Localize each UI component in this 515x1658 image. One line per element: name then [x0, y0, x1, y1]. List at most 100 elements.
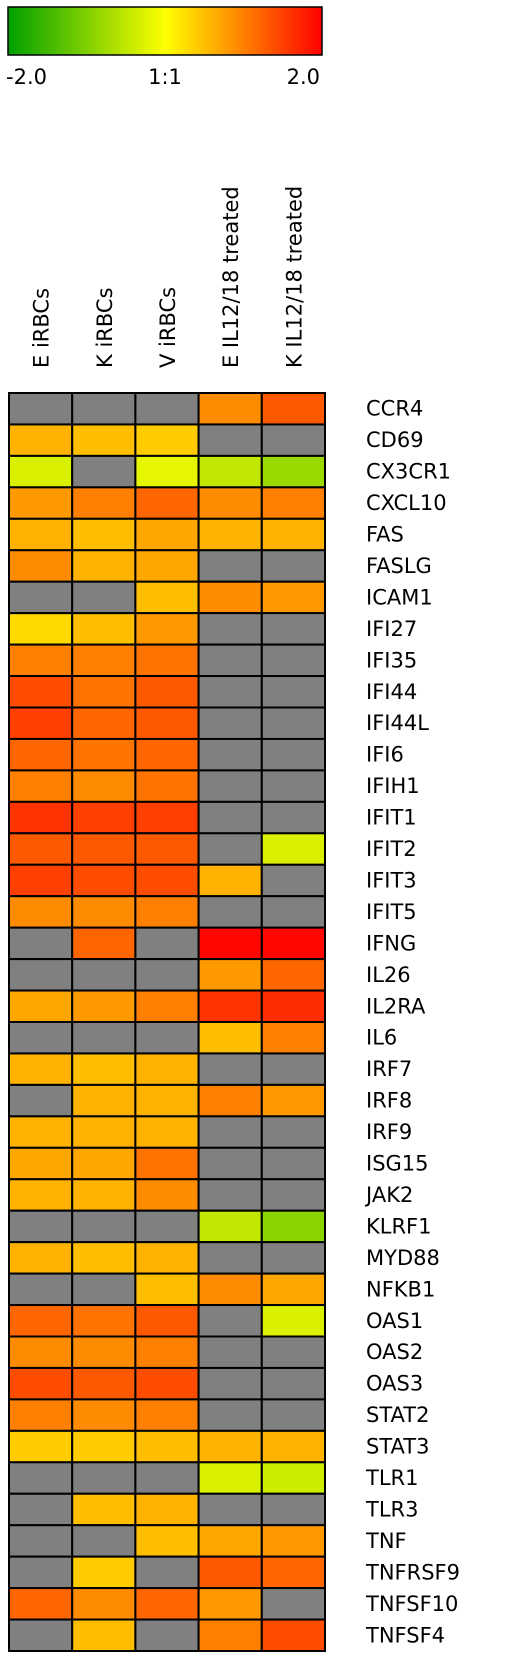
- heatmap-cell: [8, 454, 74, 489]
- heatmap-cell: [197, 1555, 263, 1590]
- heatmap-cell: [197, 958, 263, 992]
- heatmap-cell: [134, 769, 200, 803]
- heatmap-cell: [260, 1335, 326, 1369]
- heatmap-cell: [197, 549, 263, 583]
- row-label: IL26: [366, 963, 411, 987]
- heatmap-cell: [8, 517, 74, 552]
- heatmap-cell: [8, 1083, 74, 1118]
- heatmap-cell: [197, 1398, 263, 1432]
- row-label: IRF8: [366, 1089, 412, 1113]
- row-label: OAS3: [366, 1372, 423, 1396]
- heatmap-cell: [260, 863, 326, 898]
- heatmap-cell: [134, 1083, 200, 1118]
- heatmap-cell: [260, 1398, 326, 1432]
- heatmap-cell: [8, 1524, 74, 1558]
- heatmap-cell: [8, 1178, 74, 1212]
- heatmap-cell: [71, 1021, 137, 1055]
- heatmap-cell: [134, 549, 200, 583]
- heatmap-cell: [8, 1429, 74, 1464]
- heatmap-cell: [197, 863, 263, 898]
- heatmap-cell: [197, 737, 263, 772]
- heatmap-cell: [197, 1492, 263, 1527]
- heatmap-cell: [8, 737, 74, 772]
- row-label: IL2RA: [366, 994, 426, 1018]
- heatmap-cell: [260, 517, 326, 552]
- heatmap-cell: [134, 675, 200, 709]
- heatmap-cell: [260, 1115, 326, 1149]
- heatmap-cell: [71, 1272, 137, 1307]
- heatmap-cell: [134, 1524, 200, 1558]
- heatmap-cell: [197, 1304, 263, 1338]
- heatmap-cell: [71, 643, 137, 678]
- heatmap-cell: [134, 392, 200, 426]
- heatmap-cell: [8, 1115, 74, 1149]
- heatmap-cell: [134, 580, 200, 615]
- row-label: TNFSF4: [365, 1623, 445, 1647]
- heatmap-cell: [260, 958, 326, 992]
- heatmap-cell: [71, 706, 137, 740]
- row-label: CXCL10: [366, 491, 447, 515]
- heatmap-cell: [260, 1021, 326, 1055]
- heatmap-cell: [197, 1115, 263, 1149]
- heatmap-cell: [71, 1461, 137, 1495]
- row-label: IFIT5: [366, 900, 417, 924]
- heatmap-cell: [71, 989, 137, 1023]
- heatmap-cell: [71, 800, 137, 835]
- heatmap-cell: [134, 800, 200, 835]
- heatmap-cell: [134, 1272, 200, 1307]
- heatmap-cell: [134, 423, 200, 457]
- heatmap-cell: [197, 1083, 263, 1118]
- heatmap-cell: [197, 1209, 263, 1244]
- heatmap-cell: [134, 1555, 200, 1590]
- heatmap-cell: [71, 1178, 137, 1212]
- heatmap-cell: [8, 706, 74, 740]
- heatmap-cell: [134, 1335, 200, 1369]
- heatmap-cell: [8, 1241, 74, 1275]
- heatmap-cell: [134, 1429, 200, 1464]
- heatmap-cell: [8, 1366, 74, 1401]
- row-label: CD69: [366, 428, 424, 452]
- heatmap-cell: [260, 706, 326, 740]
- heatmap-cell: [197, 895, 263, 929]
- heatmap-cell: [8, 1052, 74, 1086]
- heatmap-cell: [260, 1366, 326, 1401]
- heatmap-cell: [134, 517, 200, 552]
- heatmap-cell: [197, 1178, 263, 1212]
- heatmap-cell: [134, 926, 200, 961]
- heatmap-cell: [8, 423, 74, 457]
- row-label: CCR4: [366, 397, 423, 421]
- row-label: IFI6: [366, 743, 404, 767]
- row-label: IRF7: [366, 1057, 412, 1081]
- heatmap-cell: [71, 1115, 137, 1149]
- heatmap-cell: [260, 1052, 326, 1086]
- heatmap-cell: [197, 612, 263, 646]
- heatmap-cell: [8, 580, 74, 615]
- heatmap-cell: [197, 423, 263, 457]
- column-labels: E iRBCs K iRBCs V iRBCs E IL12/18 treated K …: [30, 186, 307, 368]
- heatmap-cell: [134, 486, 200, 520]
- column-label: E IL12/18 treated: [219, 186, 243, 368]
- heatmap-cell: [134, 1587, 200, 1621]
- heatmap-cell: [197, 1618, 263, 1653]
- heatmap-cell: [134, 958, 200, 992]
- heatmap-cell: [8, 1335, 74, 1369]
- heatmap-cell: [71, 454, 137, 489]
- heatmap-cell: [71, 737, 137, 772]
- heatmap-cell: [134, 1146, 200, 1181]
- heatmap-cell: [260, 989, 326, 1023]
- heatmap-cell: [197, 926, 263, 961]
- heatmap-cell: [197, 1272, 263, 1307]
- column-label: K IL12/18 treated: [282, 186, 306, 368]
- heatmap-cell: [8, 612, 74, 646]
- heatmap-cell: [197, 517, 263, 552]
- heatmap-cell: [8, 392, 74, 426]
- heatmap-cell: [197, 800, 263, 835]
- heatmap-cell: [260, 1209, 326, 1244]
- scale-max-label: 2.0: [287, 65, 320, 89]
- heatmap-cell: [71, 895, 137, 929]
- heatmap-cell: [197, 1587, 263, 1621]
- heatmap-cell: [134, 1398, 200, 1432]
- heatmap-cell: [197, 1429, 263, 1464]
- heatmap-cell: [8, 1555, 74, 1590]
